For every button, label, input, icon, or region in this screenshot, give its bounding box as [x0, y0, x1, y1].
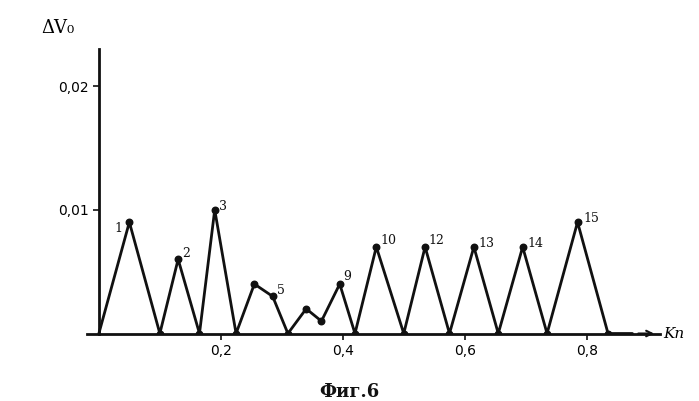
- Point: [301, 306, 312, 312]
- Point: [572, 219, 583, 225]
- Point: [154, 330, 166, 337]
- Text: 9: 9: [343, 270, 351, 283]
- Text: 2: 2: [182, 247, 190, 259]
- Text: 13: 13: [479, 237, 495, 250]
- Point: [350, 330, 361, 337]
- Text: 5: 5: [277, 284, 284, 297]
- Point: [542, 330, 553, 337]
- Point: [249, 281, 260, 287]
- Text: Фиг.6: Фиг.6: [319, 383, 380, 401]
- Text: 14: 14: [528, 237, 544, 250]
- Point: [267, 293, 278, 300]
- Point: [316, 318, 327, 324]
- Point: [444, 330, 455, 337]
- Point: [603, 330, 614, 337]
- Point: [334, 281, 345, 287]
- Point: [282, 330, 294, 337]
- Text: 3: 3: [219, 200, 227, 213]
- Text: 12: 12: [428, 234, 445, 247]
- Point: [231, 330, 242, 337]
- Y-axis label: ΔV₀: ΔV₀: [41, 20, 75, 38]
- Point: [493, 330, 504, 337]
- Point: [398, 330, 410, 337]
- Text: 15: 15: [584, 212, 600, 225]
- Point: [468, 244, 480, 250]
- Point: [209, 207, 220, 213]
- Point: [517, 244, 528, 250]
- Point: [370, 244, 382, 250]
- Point: [124, 219, 135, 225]
- Text: 1: 1: [114, 222, 122, 235]
- Point: [194, 330, 205, 337]
- Text: 10: 10: [380, 234, 396, 247]
- Text: Kп: Kп: [663, 326, 684, 340]
- Point: [173, 256, 184, 263]
- Point: [419, 244, 431, 250]
